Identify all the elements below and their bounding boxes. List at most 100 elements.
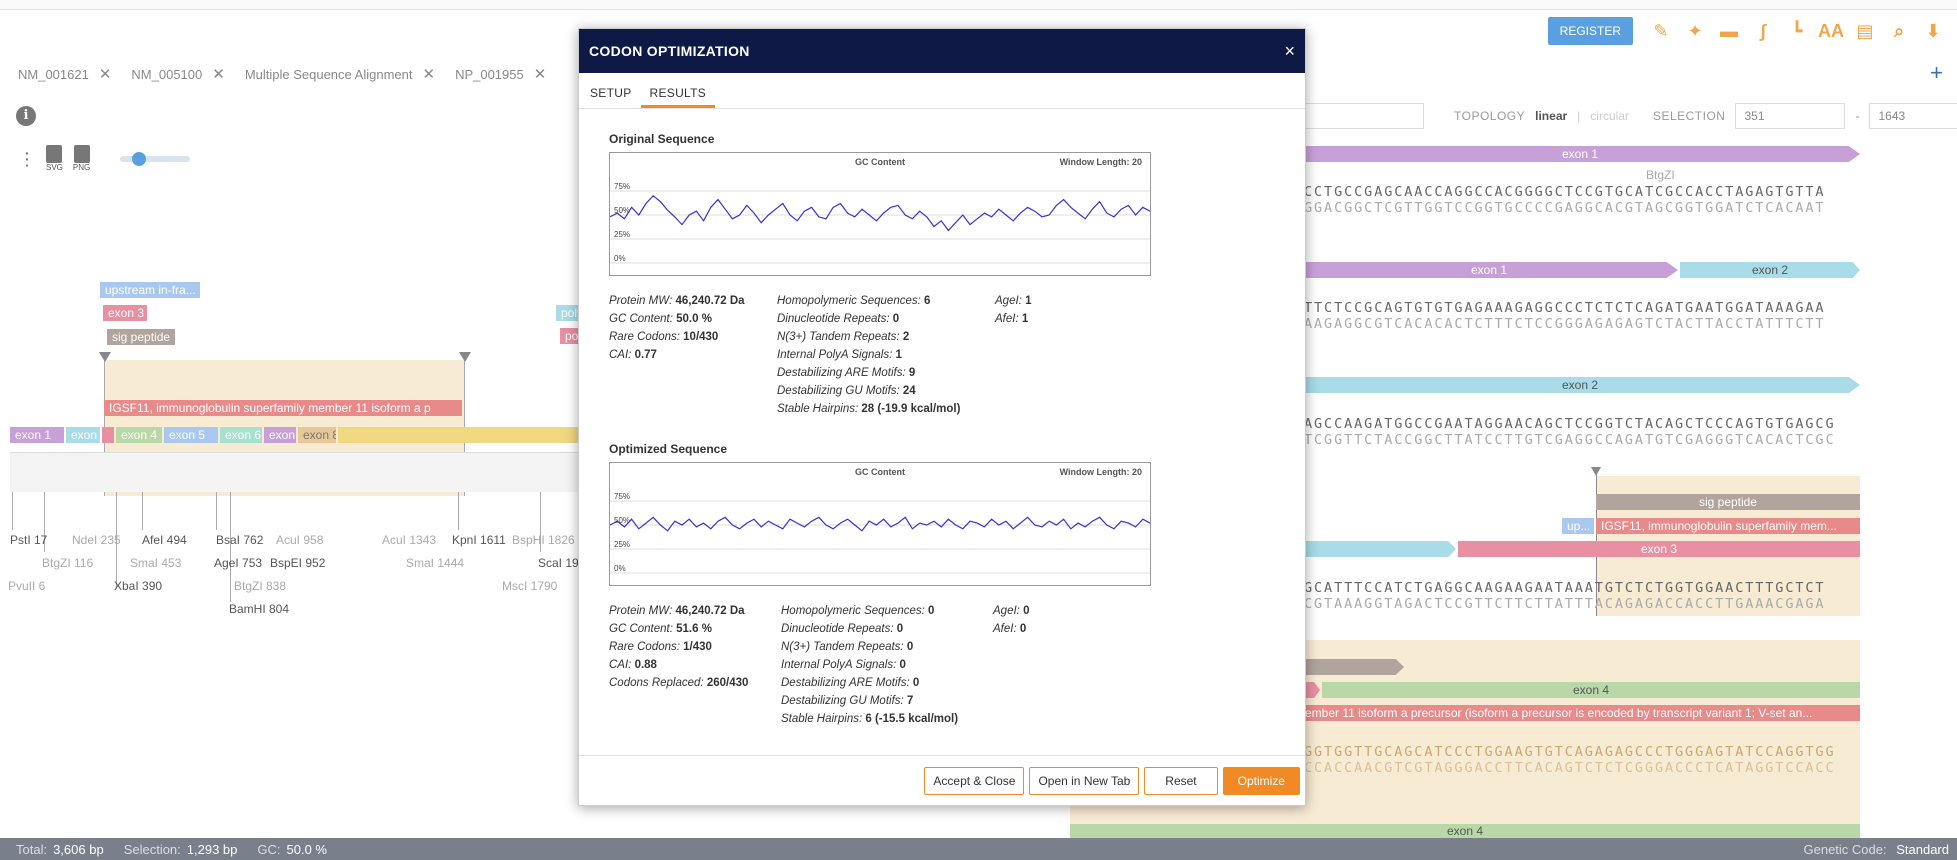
enzyme-label[interactable]: PvuII 6 <box>8 579 46 593</box>
feature-exon5[interactable]: exon 5 <box>164 427 218 443</box>
close-tab-icon[interactable]: ✕ <box>98 66 112 83</box>
feature-exon2-bar[interactable] <box>1300 541 1456 557</box>
blank-field[interactable] <box>1304 103 1424 129</box>
svg-label: SVG <box>46 163 63 172</box>
pen-icon[interactable]: ✎ <box>1653 20 1669 41</box>
feature-igsf11[interactable]: IGSF11, immunoglobulin superfamily mem..… <box>1596 518 1860 534</box>
close-icon[interactable]: × <box>1284 40 1295 61</box>
feature-exon8[interactable]: exon 8 <box>298 427 336 443</box>
feature-exon1[interactable]: exon 1 <box>1300 146 1860 162</box>
feature-exon4[interactable]: exon 4 <box>116 427 162 443</box>
feature-po[interactable]: po <box>560 328 578 344</box>
reset-button[interactable]: Reset <box>1144 766 1218 795</box>
sequence-forward[interactable]: CCTGCCGAGCAACCAGGCCACGGGGCTCCGTGCATCGCCA… <box>1304 184 1826 200</box>
feature-exon6[interactable]: exon 6 <box>220 427 262 443</box>
junction-icon[interactable]: ┗ <box>1791 20 1803 41</box>
close-tab-icon[interactable]: ✕ <box>212 66 225 83</box>
feature-sig-peptide[interactable]: sig peptide <box>107 329 175 345</box>
enzyme-label[interactable]: SmaI 453 <box>130 556 182 570</box>
slider-knob[interactable] <box>132 151 147 166</box>
feature-upstream[interactable]: upstream in-fra... <box>100 282 200 298</box>
add-tab-icon[interactable]: + <box>1930 60 1943 85</box>
feature-exon2[interactable]: exon <box>66 427 100 443</box>
feature-utr[interactable] <box>338 427 578 443</box>
enzyme-label[interactable]: ScaI 19 <box>538 556 579 570</box>
enzyme-label[interactable]: BsaI 762 <box>216 533 264 547</box>
export-icon[interactable]: ⬇ <box>1925 20 1941 41</box>
open-new-tab-button[interactable]: Open in New Tab <box>1029 766 1140 795</box>
enzyme-label[interactable]: BtgZI 116 <box>42 556 94 570</box>
optimize-button[interactable]: Optimize <box>1222 766 1300 795</box>
enzyme-label[interactable]: BspEI 952 <box>270 556 326 570</box>
feature-sig-peptide[interactable]: sig peptide <box>1596 494 1860 510</box>
sequence-reverse[interactable]: GGACGGCTCGTTGGTCCGGTGCCCCGAGGCACGTAGCGGT… <box>1304 200 1826 216</box>
feature-upstream[interactable]: up... <box>1562 518 1594 534</box>
selection-end-marker[interactable] <box>464 356 465 496</box>
selection-start-marker[interactable] <box>104 356 105 496</box>
feature-exon7[interactable]: exon <box>264 427 296 443</box>
kebab-menu-icon[interactable]: ⋮ <box>18 148 36 169</box>
feature-exon1[interactable]: exon 1 <box>1300 262 1678 278</box>
accept-close-button[interactable]: Accept & Close <box>924 766 1025 795</box>
info-icon[interactable]: i <box>16 106 36 126</box>
enzyme-tick <box>12 492 13 530</box>
enzyme-label[interactable]: BspHI 1826 <box>512 533 575 547</box>
genetic-code[interactable]: Genetic Code: Standard <box>1804 842 1950 857</box>
sequence-reverse[interactable]: AAGAGGCGTCACACACTCTTTCTCCGGGAGAGAGTCTACT… <box>1304 316 1826 332</box>
topology-linear[interactable]: linear <box>1535 109 1568 123</box>
export-svg-icon[interactable]: SVG <box>46 145 63 172</box>
seq-tab[interactable]: NM_001621 ✕ <box>10 62 119 86</box>
feature-exon3[interactable]: exon 3 <box>1458 541 1860 557</box>
feature-exon4[interactable]: exon 4 <box>1322 682 1860 698</box>
feature-exon1[interactable]: exon 1 <box>10 427 64 443</box>
close-tab-icon[interactable]: ✕ <box>422 66 436 83</box>
seq-tab[interactable]: NP_001955 ✕ <box>447 62 554 86</box>
enzyme-label[interactable]: NdeI 235 <box>72 533 121 547</box>
ruler-icon[interactable]: ▤ <box>1856 20 1874 41</box>
feature-igsf11[interactable]: IGSF11, immunoglobulin superfamily membe… <box>104 400 462 416</box>
enzyme-label[interactable]: MscI 1790 <box>502 579 558 593</box>
enzyme-label[interactable]: AgeI 753 <box>214 556 263 570</box>
tab-results[interactable]: RESULTS <box>640 86 716 108</box>
seq-tab[interactable]: Multiple Sequence Alignment ✕ <box>237 62 443 86</box>
enzyme-label[interactable]: KpnI 1611 <box>452 533 506 547</box>
enzyme-label[interactable]: PstI 17 <box>10 533 48 547</box>
tag-icon[interactable]: ▬ <box>1720 20 1738 41</box>
feature-exon4[interactable]: exon 4 <box>1070 824 1860 838</box>
sequence-reverse[interactable]: CGTAAAGGTAGACTCCGTTCTTCTTATTTACAGAGACCAC… <box>1304 596 1826 612</box>
text-size-icon[interactable]: AA <box>1818 20 1844 41</box>
feature-exon2[interactable]: exon 2 <box>1300 377 1860 393</box>
feature-exon3[interactable]: exon 3 <box>103 305 147 321</box>
seq-tab[interactable]: NM_005100 ✕ <box>123 62 232 86</box>
topology-circular[interactable]: circular <box>1590 109 1629 123</box>
close-tab-icon[interactable]: ✕ <box>533 66 547 83</box>
sequence-reverse[interactable]: TCGGTTCTACCGGCTTATCCTTGTCGAGGCCAGATGTCGA… <box>1304 432 1836 448</box>
sequence-forward[interactable]: GGTGGTTGCAGCATCCCTGGAAGTGTCAGAGAGCCCTGGG… <box>1304 744 1836 760</box>
enzyme-label[interactable]: AcuI 958 <box>276 533 324 547</box>
sequence-forward[interactable]: AGCCAAGATGGCCGAATAGGAACAGCTCCGGTCTACAGCT… <box>1304 416 1836 432</box>
sequence-reverse[interactable]: CCACCAACGTCGTAGGGACCTTCACAGTCTCTCGGGACCC… <box>1304 760 1836 776</box>
sequence-forward[interactable]: GCATTTCCATCTGAGGCAAGAAGAATAAATGTCTCTGGTG… <box>1304 580 1826 596</box>
feature-poly[interactable]: poly <box>556 305 578 321</box>
enzyme-label[interactable]: BtgZI <box>1646 168 1675 182</box>
register-button[interactable]: REGISTER <box>1547 17 1633 45</box>
enzyme-label[interactable]: AfeI 494 <box>142 533 187 547</box>
feature-igsf11[interactable]: ember 11 isoform a precursor (isoform a … <box>1300 705 1860 721</box>
enzyme-label[interactable]: BamHI 804 <box>229 602 290 616</box>
enzyme-label[interactable]: BtgZI 838 <box>234 579 287 593</box>
enzyme-label[interactable]: SmaI 1444 <box>406 556 465 570</box>
enzyme-label[interactable]: AcuI 1343 <box>382 533 437 547</box>
selection-start-input[interactable] <box>1735 103 1846 129</box>
export-png-icon[interactable]: PNG <box>73 145 90 172</box>
sequence-forward[interactable]: TTCTCCGCAGTGTGTGAGAAAGAGGCCCTCTCTCAGATGA… <box>1304 300 1826 316</box>
primer-icon[interactable]: ∫ <box>1760 20 1766 41</box>
enzyme-label[interactable]: XbaI 390 <box>114 579 163 593</box>
tab-setup[interactable]: SETUP <box>590 86 632 100</box>
selection-end-input[interactable] <box>1869 103 1957 129</box>
magic-wand-icon[interactable]: ✦ <box>1687 20 1703 41</box>
feature-sig-peptide-bar[interactable] <box>1300 659 1404 675</box>
search-icon[interactable]: ⌕ <box>1893 20 1905 41</box>
feature-exon3-bar[interactable] <box>102 427 114 443</box>
feature-exon2[interactable]: exon 2 <box>1680 262 1860 278</box>
zoom-slider[interactable] <box>120 151 191 166</box>
